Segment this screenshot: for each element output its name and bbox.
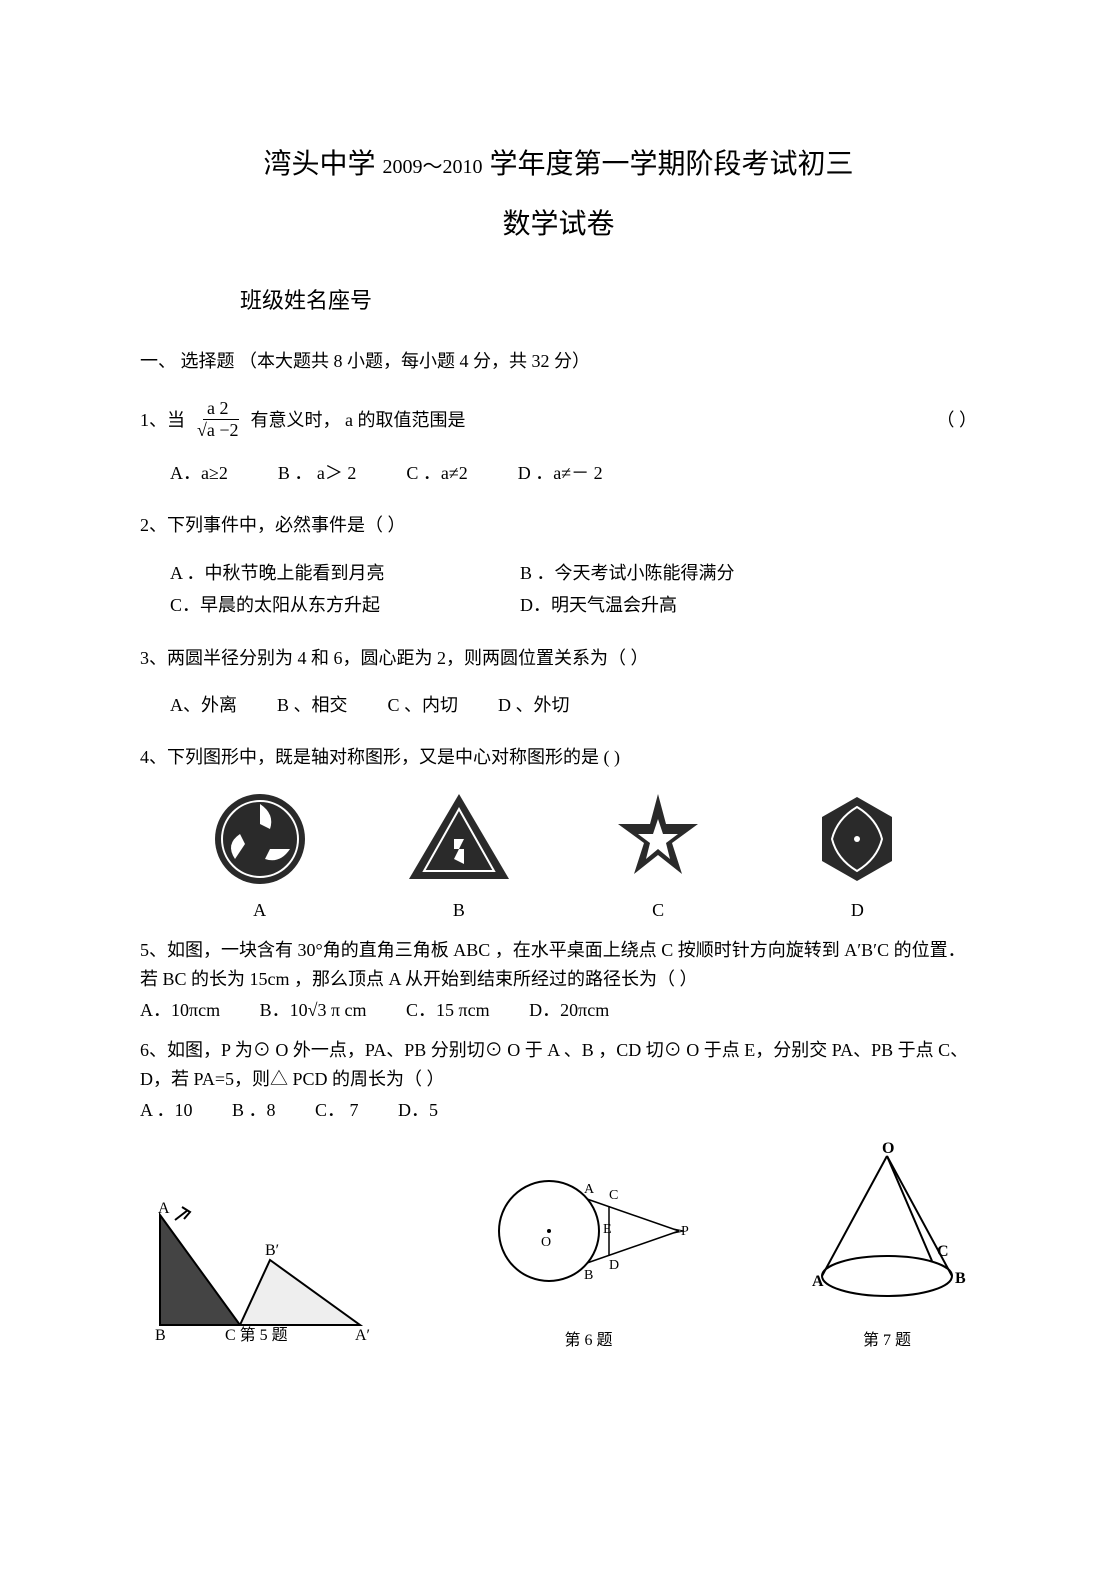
q3-opt-b: B 、相交 [277,689,348,721]
figure-6: O A B C D E P 第 6 题 [479,1151,699,1356]
svg-text:A: A [812,1273,824,1290]
q1-frac-den: √a −2 [193,420,243,442]
svg-text:A: A [158,1200,170,1217]
q1-frac-num: a 2 [203,398,233,421]
q1-suffix: 有意义时， a 的取值范围是 [251,404,466,436]
q3-opt-c: C 、内切 [388,689,459,721]
school-name: 湾头中学 [263,149,375,180]
svg-text:A′: A′ [355,1327,370,1344]
q1-options: A．a≥2 B ． a＞ 2 C ．a≠2 D ．a≠－ 2 [140,457,977,489]
svg-text:O: O [882,1141,894,1157]
bottom-figures: A B′ B C 第 5 题 A′ O A B C D E P 第 6 题 [140,1141,977,1356]
svg-text:B: B [155,1327,166,1344]
q4-label-b: B [399,894,519,926]
svg-text:C: C [609,1188,618,1203]
section-1-header: 一、 选择题 （本大题共 8 小题，每小题 4 分，共 32 分） [140,345,977,377]
q4-images [140,789,977,889]
q4-labels: A B C D [140,894,977,926]
q1-paren: （ ） [937,404,978,436]
semester-text: 学年度第一学期阶段考试初三 [490,149,854,180]
svg-text:C 第 5 题: C 第 5 题 [225,1326,288,1344]
fig7-label: 第 7 题 [797,1327,977,1356]
q1-prefix: 1、当 [140,404,185,436]
q3-opt-a: A、外离 [170,689,237,721]
q5-opt-b: B．10√3 π cm [260,1000,367,1020]
q5-opt-c: C．15 πcm [406,1000,490,1020]
q5-opt-d: D．20πcm [529,1000,609,1020]
question-4: 4、下列图形中，既是轴对称图形，又是中心对称图形的是 ( ) [140,741,977,773]
q2-opt-c: C．早晨的太阳从东方升起 [170,589,490,621]
q1-opt-d: D ．a≠－ 2 [518,457,603,489]
subject-title: 数学试卷 [140,200,977,250]
q3-opt-d: D 、外切 [498,689,570,721]
q6-opt-d: D．5 [398,1100,438,1120]
svg-text:C: C [937,1243,949,1260]
q5-opt-a: A．10πcm [140,1000,220,1020]
svg-text:A: A [584,1182,595,1197]
svg-text:D: D [609,1258,619,1273]
svg-text:B: B [584,1268,593,1283]
svg-text:B′: B′ [265,1242,279,1259]
figure-5: A B′ B C 第 5 题 A′ [140,1195,380,1356]
q1-opt-c: C ．a≠2 [406,457,467,489]
q2-opt-b: B ．今天考试小陈能得满分 [520,557,840,589]
q2-opt-d: D．明天气温会升高 [520,589,840,621]
svg-text:O: O [541,1235,551,1250]
class-info: 班级姓名座号 [140,281,977,321]
q4-label-c: C [598,894,718,926]
q3-options: A、外离 B 、相交 C 、内切 D 、外切 [140,689,977,721]
q1-opt-b: B ． a＞ 2 [278,457,357,489]
svg-text:B: B [955,1270,966,1287]
figure-7: O A B C 第 7 题 [797,1141,977,1356]
q6-opt-c: C． 7 [315,1100,359,1120]
q2-opt-a: A ．中秋节晚上能看到月亮 [170,557,490,589]
year-range: 2009～2010 [383,156,483,178]
q4-img-a [200,789,320,889]
q4-img-c [598,789,718,889]
question-5: 5、如图，一块含有 30°角的直角三角板 ABC ，在水平桌面上绕点 C 按顺时… [140,936,977,994]
q5-options: A．10πcm B．10√3 π cm C．15 πcm D．20πcm [140,994,977,1026]
title-line-1: 湾头中学 2009～2010 学年度第一学期阶段考试初三 [140,140,977,190]
question-2: 2、下列事件中，必然事件是（ ） [140,509,977,541]
q6-opt-b: B ．8 [232,1100,276,1120]
q4-label-a: A [200,894,320,926]
q6-options: A ．10 B ．8 C． 7 D．5 [140,1094,977,1126]
q4-label-d: D [797,894,917,926]
svg-text:E: E [603,1222,612,1237]
q1-fraction: a 2 √a −2 [193,398,243,442]
q2-options: A ．中秋节晚上能看到月亮 B ．今天考试小陈能得满分 C．早晨的太阳从东方升起… [140,557,977,622]
question-1: 1、当 a 2 √a −2 有意义时， a 的取值范围是 （ ） [140,398,977,442]
q4-img-b [399,789,519,889]
q6-opt-a: A ．10 [140,1100,193,1120]
question-6: 6、如图，P 为⊙ O 外一点，PA、PB 分别切⊙ O 于 A 、B ，CD … [140,1036,977,1094]
q4-img-d [797,789,917,889]
question-3: 3、两圆半径分别为 4 和 6，圆心距为 2，则两圆位置关系为（ ） [140,642,977,674]
q1-opt-a: A．a≥2 [170,457,228,489]
fig6-label: 第 6 题 [479,1327,699,1356]
